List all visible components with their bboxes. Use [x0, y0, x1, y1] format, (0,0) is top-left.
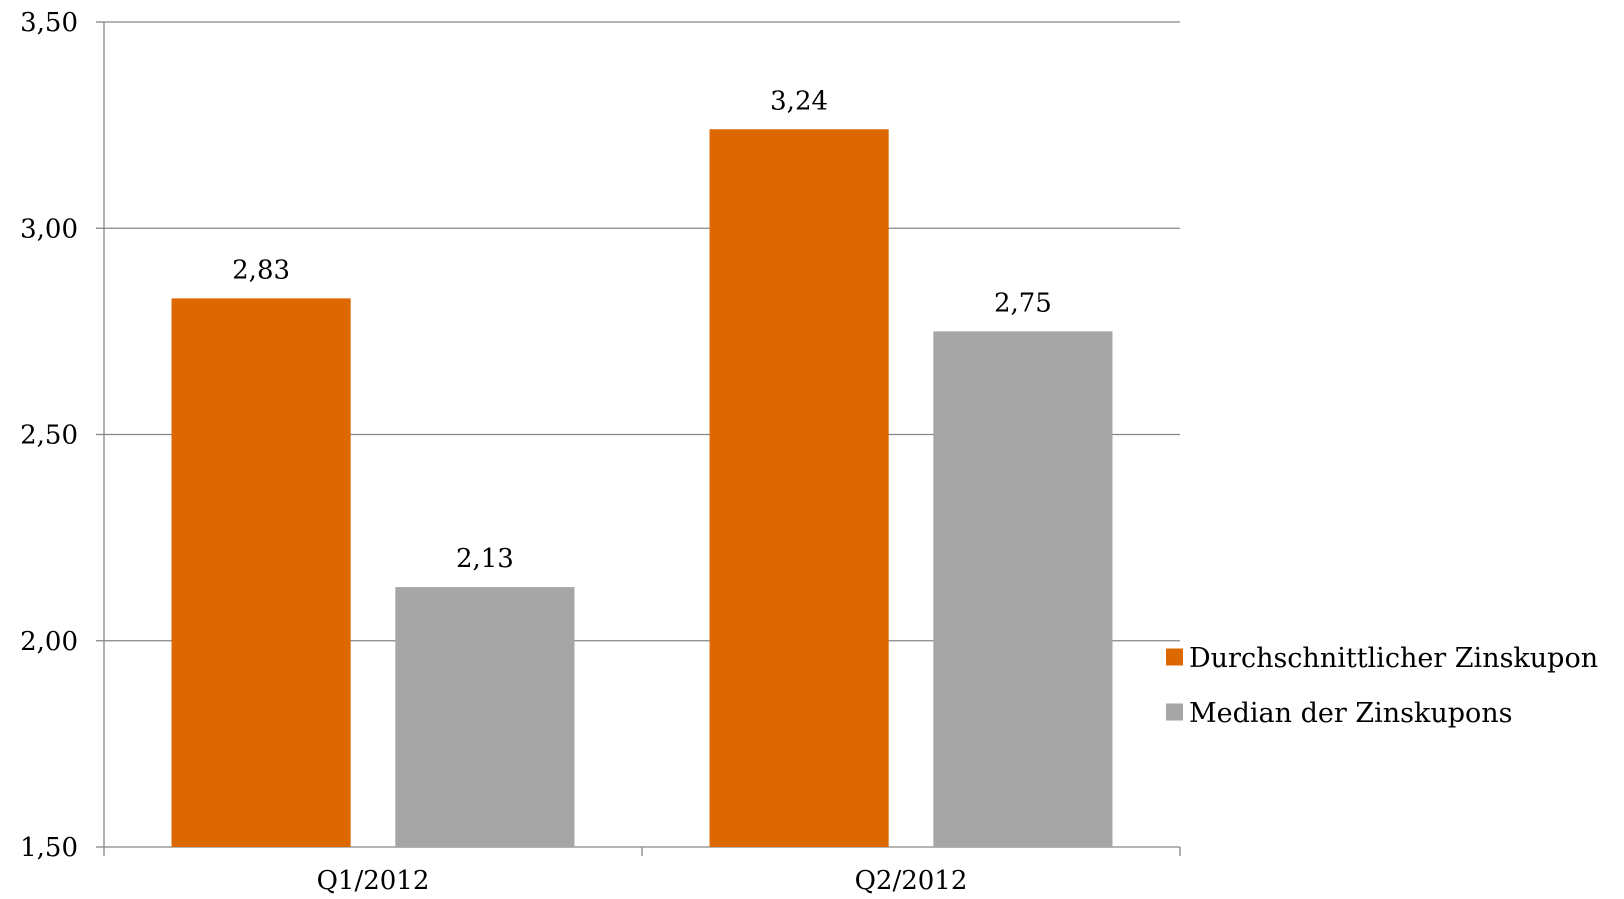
bar: [933, 331, 1113, 847]
bar: [709, 129, 889, 847]
y-tick-label: 3,00: [20, 214, 78, 244]
legend: Durchschnittlicher Zinskupon Median der Z…: [1166, 643, 1598, 729]
x-category-label: Q1/2012: [317, 866, 430, 896]
bars: [171, 129, 1113, 847]
legend-swatch: [1166, 648, 1183, 666]
data-labels: 2,83 3,24 2,13 2,75: [232, 86, 1052, 574]
x-category-label: Q2/2012: [855, 866, 968, 896]
data-label: 3,24: [770, 86, 828, 116]
data-label: 2,75: [994, 288, 1052, 318]
bar: [171, 298, 351, 847]
legend-swatch: [1166, 703, 1183, 721]
y-tick-label: 2,50: [20, 421, 78, 451]
data-label: 2,13: [456, 544, 514, 574]
y-tick-label: 2,00: [20, 627, 78, 657]
legend-label: Median der Zinskupons: [1189, 698, 1513, 729]
y-tick-label: 3,50: [20, 8, 78, 38]
y-tick-label: 1,50: [20, 833, 78, 863]
legend-label: Durchschnittlicher Zinskupon: [1189, 643, 1598, 674]
bar: [395, 587, 575, 847]
y-axis: 1,50 2,00 2,50 3,00 3,50: [20, 8, 105, 863]
x-axis: Q1/2012 Q2/2012: [103, 846, 1181, 896]
data-label: 2,83: [232, 255, 290, 285]
